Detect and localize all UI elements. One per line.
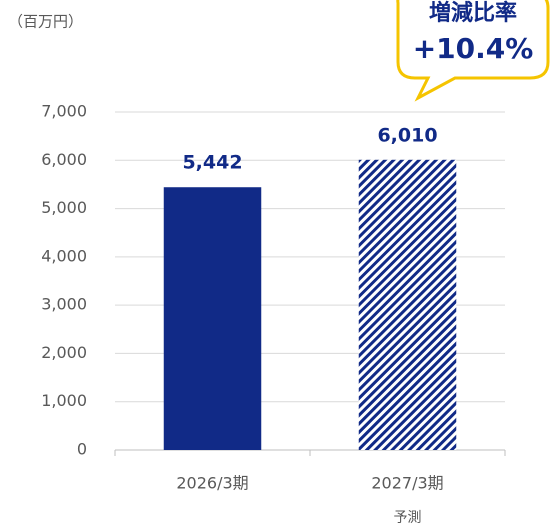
y-tick-label: 0 (77, 440, 87, 459)
category-note: 予測 (394, 510, 422, 526)
unit-label: （百万円） (8, 13, 83, 31)
value-label: 5,442 (182, 152, 242, 174)
callout: 増減比率 +10.4% (396, 0, 550, 102)
callout-bubble (396, 0, 550, 102)
y-tick-label: 5,000 (41, 198, 87, 217)
y-tick-label: 3,000 (41, 295, 87, 314)
bar (358, 159, 457, 450)
y-tick-label: 6,000 (41, 150, 87, 169)
value-label: 6,010 (377, 124, 437, 146)
x-tick-label: 2026/3期 (176, 474, 248, 493)
callout-title: 増減比率 (429, 0, 517, 26)
x-tick-label: 2027/3期 (371, 474, 443, 493)
y-tick-label: 2,000 (41, 343, 87, 362)
y-tick-label: 4,000 (41, 246, 87, 265)
callout-value: +10.4% (413, 32, 534, 65)
y-tick-label: 7,000 (41, 102, 87, 121)
bar (163, 187, 262, 451)
y-tick-label: 1,000 (41, 391, 87, 410)
